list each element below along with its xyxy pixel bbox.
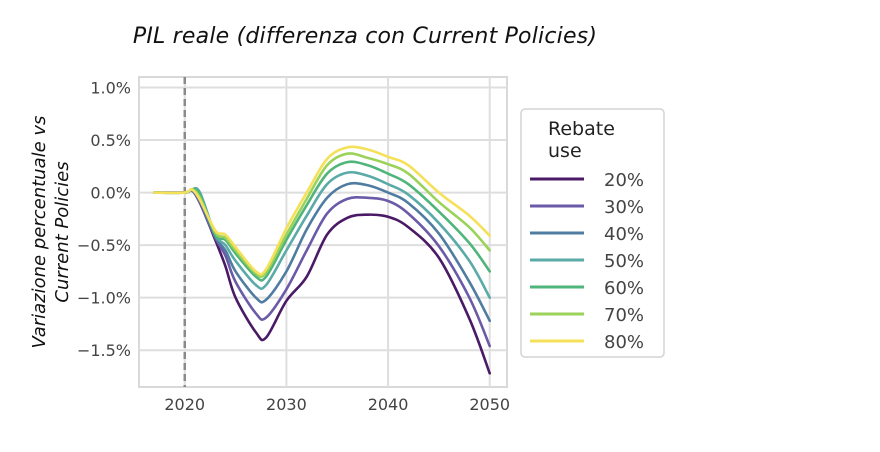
series-line-60pct: [152, 160, 492, 282]
x-tick-label: 2020: [164, 395, 205, 414]
legend-label: 80%: [604, 332, 644, 353]
legend-title-line2: use: [548, 140, 582, 162]
y-axis-label-line1: Variazione percentuale vs: [29, 116, 50, 349]
legend-label: 30%: [604, 197, 644, 218]
legend: Rebate use 20% 30% 40% 50% 60% 70% 80%: [520, 108, 665, 358]
legend-label: 50%: [604, 251, 644, 272]
plot-background: [138, 76, 508, 388]
y-axis-ticks: 1.0% 0.5% 0.0% −0.5% −1.0% −1.5%: [77, 79, 131, 361]
x-tick-label: 2030: [266, 395, 307, 414]
x-tick-label: 2040: [368, 395, 409, 414]
legend-label: 20%: [604, 170, 644, 191]
y-tick-label: 0.5%: [90, 131, 131, 150]
plot-area: [138, 76, 508, 388]
y-tick-label: 0.0%: [90, 184, 131, 203]
series-lines: [152, 145, 492, 375]
legend-items: 20% 30% 40% 50% 60% 70% 80%: [530, 170, 644, 353]
chart-title: PIL reale (differenza con Current Polici…: [132, 24, 598, 49]
x-axis-ticks: 2020 2030 2040 2050: [164, 395, 510, 414]
legend-label: 60%: [604, 278, 644, 299]
y-axis-label: Variazione percentuale vs Current Polici…: [29, 116, 73, 349]
legend-box: [520, 108, 665, 358]
y-tick-label: −0.5%: [77, 236, 131, 255]
legend-label: 70%: [604, 305, 644, 326]
legend-label: 40%: [604, 224, 644, 245]
y-tick-label: −1.5%: [77, 341, 131, 360]
legend-title-line1: Rebate: [548, 118, 615, 140]
x-tick-label: 2050: [469, 395, 510, 414]
series-line-80pct: [152, 145, 492, 276]
y-tick-label: 1.0%: [90, 79, 131, 98]
y-axis-label-line2: Current Policies: [52, 161, 73, 302]
y-tick-label: −1.0%: [77, 289, 131, 308]
